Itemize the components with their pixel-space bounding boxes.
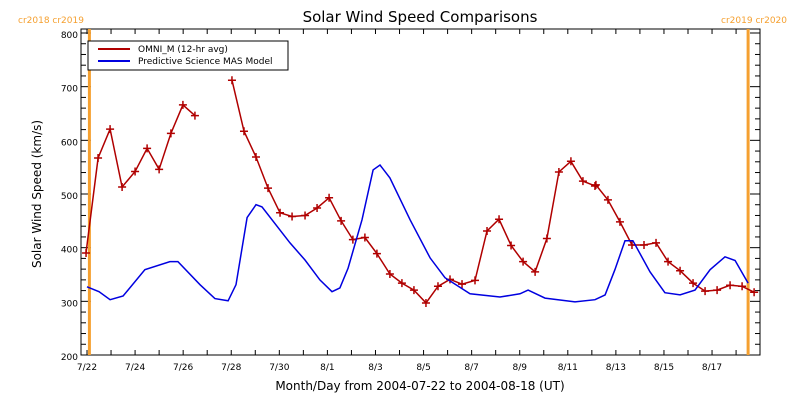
data-point-omni — [288, 212, 297, 221]
data-point-omni — [131, 167, 140, 176]
y-tick-label: 300 — [61, 299, 78, 309]
legend-label-mas: Predictive Science MAS Model — [138, 57, 273, 67]
data-point-omni — [652, 238, 661, 247]
data-point-omni — [603, 195, 612, 204]
data-point-omni — [726, 281, 735, 290]
data-point-omni — [118, 183, 127, 192]
data-point-omni — [615, 217, 624, 226]
legend-label-omni: OMNI_M (12-hr avg) — [138, 45, 228, 55]
data-point-omni — [640, 240, 649, 249]
data-point-omni — [190, 111, 199, 120]
data-point-omni — [566, 157, 575, 166]
data-point-omni — [264, 184, 273, 193]
data-point-omni — [409, 286, 418, 295]
data-point-omni — [337, 216, 346, 225]
x-axis-label: Month/Day from 2004-07-22 to 2004-08-18 … — [275, 379, 564, 393]
series-line-omni — [231, 80, 755, 305]
carrington-label-right: cr2019 cr2020 — [721, 16, 787, 26]
data-point-omni — [519, 257, 528, 266]
x-tick-label: 8/1 — [320, 363, 334, 373]
data-point-omni — [507, 241, 516, 250]
y-tick-label: 700 — [61, 85, 78, 95]
data-point-omni — [701, 287, 710, 296]
data-point-omni — [227, 76, 236, 85]
y-tick-label: 600 — [61, 138, 78, 148]
data-point-omni — [578, 177, 587, 186]
y-tick-label: 400 — [61, 246, 78, 256]
data-point-omni — [397, 279, 406, 288]
x-tick-label: 8/11 — [558, 363, 578, 373]
y-tick-label: 200 — [61, 353, 78, 363]
legend: OMNI_M (12-hr avg) Predictive Science MA… — [87, 40, 289, 71]
x-tick-label: 8/3 — [368, 363, 382, 373]
x-tick-label: 8/5 — [416, 363, 430, 373]
data-point-omni — [178, 100, 187, 109]
data-point-omni — [542, 234, 551, 243]
series-line-mas — [86, 163, 749, 303]
data-point-omni — [531, 267, 540, 276]
x-tick-label: 8/17 — [702, 363, 722, 373]
x-tick-label: 8/15 — [654, 363, 674, 373]
data-point-omni — [325, 193, 334, 202]
x-tick-label: 7/24 — [125, 363, 145, 373]
x-tick-label: 8/7 — [464, 363, 478, 373]
data-point-omni — [676, 266, 685, 275]
x-tick-label: 7/22 — [77, 363, 97, 373]
carrington-label-left: cr2018 cr2019 — [18, 16, 84, 26]
data-point-omni — [421, 298, 430, 307]
plot-area: 200 300 400 500 600 700 800 7/22 7/24 7/26 7/28 7/3… — [61, 28, 761, 373]
y-axis-label: Solar Wind Speed (km/s) — [30, 120, 44, 268]
data-point-omni — [590, 181, 599, 190]
data-point-omni — [385, 269, 394, 278]
chart-title: Solar Wind Speed Comparisons — [303, 8, 538, 26]
x-tick-label: 8/9 — [512, 363, 527, 373]
data-point-omni — [372, 249, 381, 258]
data-point-omni — [689, 279, 698, 288]
data-point-omni — [94, 154, 103, 163]
data-point-omni — [239, 127, 248, 136]
data-point-omni — [591, 180, 600, 189]
data-point-omni — [471, 276, 480, 285]
data-point-omni — [495, 215, 504, 224]
data-point-omni — [554, 167, 563, 176]
data-point-omni — [252, 152, 261, 161]
data-point-omni — [313, 203, 322, 212]
data-point-omni — [166, 129, 175, 138]
data-point-omni — [276, 208, 285, 217]
data-point-omni — [458, 280, 467, 289]
x-tick-label: 7/30 — [269, 363, 289, 373]
x-tick-label: 8/13 — [606, 363, 626, 373]
data-point-omni — [143, 144, 152, 153]
data-point-omni — [155, 165, 164, 174]
x-tick-label: 7/28 — [221, 363, 241, 373]
data-point-omni — [750, 288, 759, 297]
data-point-omni — [82, 249, 91, 258]
y-tick-label: 800 — [61, 31, 78, 41]
legend-box — [87, 40, 289, 71]
data-point-omni — [301, 211, 310, 220]
data-point-omni — [738, 282, 747, 291]
data-point-omni — [664, 257, 673, 266]
data-point-omni — [106, 125, 115, 134]
x-tick-label: 7/26 — [173, 363, 193, 373]
series-line-omni — [85, 103, 196, 254]
data-point-omni — [360, 233, 369, 242]
y-tick-label: 500 — [61, 192, 78, 202]
data-point-omni — [433, 282, 442, 291]
data-point-omni — [483, 227, 492, 236]
data-point-omni — [713, 286, 722, 295]
plot-frame — [80, 28, 761, 356]
